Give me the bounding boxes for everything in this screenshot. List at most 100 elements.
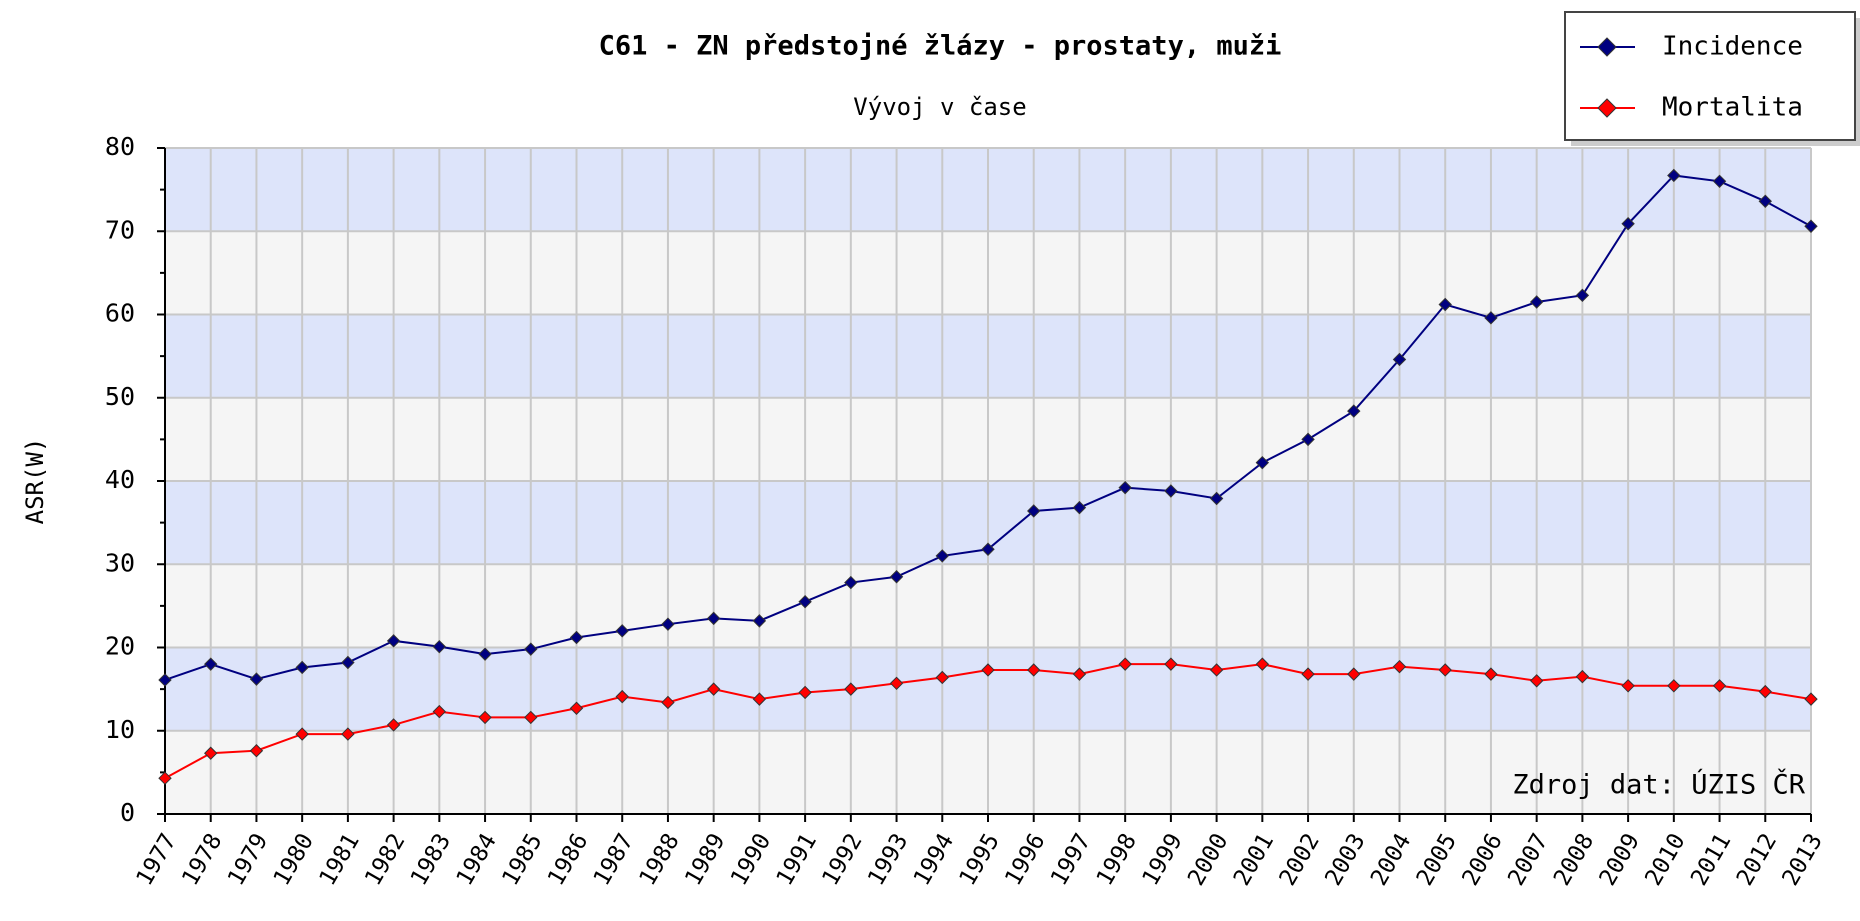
point	[1804, 219, 1818, 233]
point	[981, 663, 995, 677]
point	[478, 647, 492, 661]
point	[1529, 295, 1544, 309]
y-tick-label: 40	[105, 465, 135, 494]
point	[706, 682, 721, 696]
point	[524, 710, 538, 725]
point	[1118, 657, 1132, 671]
point	[1392, 352, 1407, 367]
point	[798, 595, 812, 609]
y-tick-label: 70	[105, 215, 135, 244]
point	[569, 701, 584, 715]
y-tick-label: 20	[105, 632, 135, 661]
point	[1804, 692, 1818, 706]
point	[432, 639, 447, 654]
point	[1758, 684, 1772, 699]
point	[1301, 432, 1315, 447]
point	[1758, 194, 1772, 208]
point	[661, 617, 675, 631]
point	[1027, 663, 1041, 677]
point	[1621, 679, 1635, 693]
x-tick-label: 2005	[1412, 829, 1462, 890]
point	[844, 682, 858, 696]
point	[1347, 404, 1361, 418]
y-tick-label: 50	[105, 382, 135, 411]
point	[1712, 679, 1727, 693]
x-tick-label: 1993	[863, 829, 913, 890]
point	[386, 634, 401, 648]
point	[935, 549, 949, 563]
point	[1118, 480, 1132, 495]
x-tick-label: 2000	[1183, 829, 1233, 890]
point	[706, 611, 721, 626]
point	[1072, 667, 1087, 681]
x-tick-label: 1987	[589, 829, 639, 890]
point	[981, 542, 995, 556]
x-tick-label: 1990	[726, 829, 776, 890]
point	[1164, 657, 1178, 671]
legend-label: Incidence	[1662, 32, 1803, 62]
point	[158, 771, 172, 785]
point	[1392, 659, 1407, 674]
point	[935, 670, 949, 685]
point	[752, 692, 767, 706]
point	[1667, 679, 1681, 693]
point	[1027, 504, 1041, 518]
x-tick-label: 2007	[1503, 829, 1553, 890]
x-tick-label: 1977	[132, 829, 182, 890]
point	[615, 689, 629, 704]
y-tick-label: 60	[105, 299, 135, 328]
point	[1255, 455, 1270, 470]
x-tick-label: 1978	[177, 829, 227, 890]
point	[615, 624, 629, 638]
point	[1575, 288, 1590, 303]
x-tick-label: 2003	[1320, 829, 1370, 890]
point	[1575, 669, 1590, 684]
point	[1484, 311, 1498, 325]
point	[295, 727, 309, 741]
legend-marker	[1597, 37, 1617, 57]
x-tick-label: 1979	[223, 829, 273, 890]
point	[1621, 217, 1635, 231]
point	[1667, 168, 1681, 183]
x-tick-label: 2001	[1229, 829, 1279, 890]
point	[204, 746, 218, 760]
x-tick-label: 1997	[1046, 829, 1096, 890]
x-tick-label: 1996	[1000, 829, 1050, 890]
point	[295, 660, 309, 675]
legend-marker	[1597, 98, 1617, 118]
point	[1712, 174, 1727, 189]
point	[1529, 674, 1544, 688]
x-tick-label: 1991	[772, 829, 822, 890]
x-tick-label: 2011	[1686, 829, 1736, 890]
x-tick-label: 1980	[269, 829, 319, 890]
point	[798, 685, 812, 700]
point	[341, 727, 355, 741]
point	[249, 744, 264, 758]
point	[432, 704, 447, 719]
legend	[1564, 11, 1856, 141]
point	[1209, 663, 1224, 677]
y-tick-label: 0	[120, 798, 135, 827]
point	[1438, 663, 1452, 677]
x-tick-label: 2010	[1640, 829, 1690, 890]
point	[889, 570, 904, 584]
y-axis-label: ASR(W)	[21, 438, 49, 525]
x-tick-label: 1995	[955, 829, 1005, 890]
point	[1255, 657, 1270, 671]
point	[1164, 484, 1178, 498]
x-tick-label: 2008	[1549, 829, 1599, 890]
x-tick-label: 1981	[315, 829, 365, 890]
chart-title: C61 - ZN předstojné žlázy - prostaty, mu…	[599, 31, 1282, 62]
chart-subtitle: Vývoj v čase	[853, 93, 1026, 121]
y-tick-label: 80	[105, 132, 135, 161]
x-tick-label: 1984	[452, 829, 502, 890]
x-tick-label: 2009	[1595, 829, 1645, 890]
point	[1301, 667, 1315, 681]
x-tick-label: 1989	[680, 829, 730, 890]
point	[661, 695, 675, 710]
point	[1484, 667, 1498, 681]
point	[524, 642, 538, 656]
point	[844, 575, 858, 590]
annotation: Zdroj dat: ÚZIS ČR	[1512, 769, 1805, 801]
